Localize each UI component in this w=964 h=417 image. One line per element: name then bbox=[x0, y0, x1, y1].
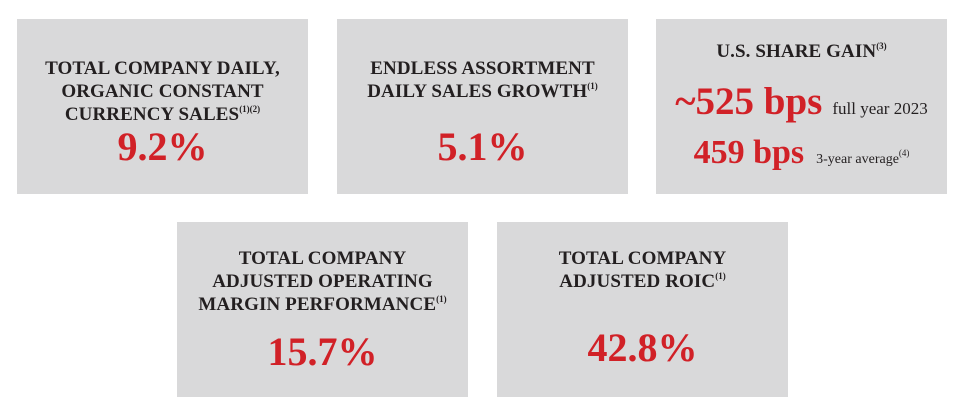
three-year-share-value: 459 bps bbox=[693, 134, 805, 171]
operating-margin-footnote-marker: (1) bbox=[436, 294, 447, 304]
roic-title: TOTAL COMPANY ADJUSTED ROIC(1) bbox=[497, 247, 788, 296]
operating-margin-title-line2: ADJUSTED OPERATING bbox=[212, 271, 433, 292]
operating-margin-value: 15.7% bbox=[267, 329, 378, 374]
organic-sales-card: TOTAL COMPANY DAILY, ORGANIC CONSTANT CU… bbox=[17, 19, 308, 194]
endless-assortment-title-line2-text: DAILY SALES GROWTH bbox=[367, 81, 588, 102]
roic-card: TOTAL COMPANY ADJUSTED ROIC(1) 42.8% bbox=[497, 222, 788, 397]
organic-sales-title-line2: ORGANIC CONSTANT bbox=[61, 81, 264, 102]
full-year-share-label: full year 2023 bbox=[832, 99, 928, 118]
endless-assortment-title: ENDLESS ASSORTMENT DAILY SALES GROWTH(1) bbox=[337, 57, 628, 106]
endless-assortment-footnote-marker: (1) bbox=[587, 81, 598, 91]
us-share-gain-footnote-marker: (3) bbox=[876, 41, 887, 51]
endless-assortment-value: 5.1% bbox=[437, 124, 528, 169]
roic-title-line1: TOTAL COMPANY bbox=[558, 248, 727, 269]
endless-assortment-title-line2: DAILY SALES GROWTH(1) bbox=[337, 80, 628, 106]
endless-assortment-card: ENDLESS ASSORTMENT DAILY SALES GROWTH(1)… bbox=[337, 19, 628, 194]
full-year-share-value: ~525 bps bbox=[675, 80, 823, 123]
operating-margin-title-line3: MARGIN PERFORMANCE(1) bbox=[177, 293, 468, 319]
full-year-share-row: ~525 bps full year 2023 bbox=[656, 79, 947, 124]
us-share-gain-card: U.S. SHARE GAIN(3) ~525 bps full year 20… bbox=[656, 19, 947, 194]
operating-margin-title-line3-text: MARGIN PERFORMANCE bbox=[198, 294, 437, 315]
organic-sales-title-line1: TOTAL COMPANY DAILY, bbox=[45, 58, 280, 79]
organic-sales-title: TOTAL COMPANY DAILY, ORGANIC CONSTANT CU… bbox=[17, 57, 308, 129]
three-year-share-label: 3-year average(4) bbox=[816, 148, 909, 167]
organic-sales-footnote-marker: (1)(2) bbox=[239, 104, 261, 114]
roic-footnote-marker: (1) bbox=[715, 271, 726, 281]
roic-title-line2: ADJUSTED ROIC(1) bbox=[497, 270, 788, 296]
organic-sales-title-line3-text: CURRENCY SALES bbox=[64, 104, 240, 125]
us-share-gain-title: U.S. SHARE GAIN(3) bbox=[656, 40, 947, 66]
three-year-share-row: 459 bps 3-year average(4) bbox=[656, 134, 947, 172]
three-year-footnote-marker: (4) bbox=[898, 148, 910, 158]
roic-title-line2-text: ADJUSTED ROIC bbox=[559, 271, 716, 292]
us-share-gain-title-text: U.S. SHARE GAIN bbox=[716, 41, 877, 62]
organic-sales-value: 9.2% bbox=[117, 124, 208, 169]
endless-assortment-title-line1: ENDLESS ASSORTMENT bbox=[370, 58, 595, 79]
roic-value: 42.8% bbox=[587, 325, 698, 370]
three-year-share-label-text: 3-year average bbox=[816, 152, 899, 167]
organic-sales-title-line3: CURRENCY SALES(1)(2) bbox=[17, 103, 308, 129]
operating-margin-title: TOTAL COMPANY ADJUSTED OPERATING MARGIN … bbox=[177, 247, 468, 319]
operating-margin-title-line1: TOTAL COMPANY bbox=[238, 248, 407, 269]
operating-margin-card: TOTAL COMPANY ADJUSTED OPERATING MARGIN … bbox=[177, 222, 468, 397]
